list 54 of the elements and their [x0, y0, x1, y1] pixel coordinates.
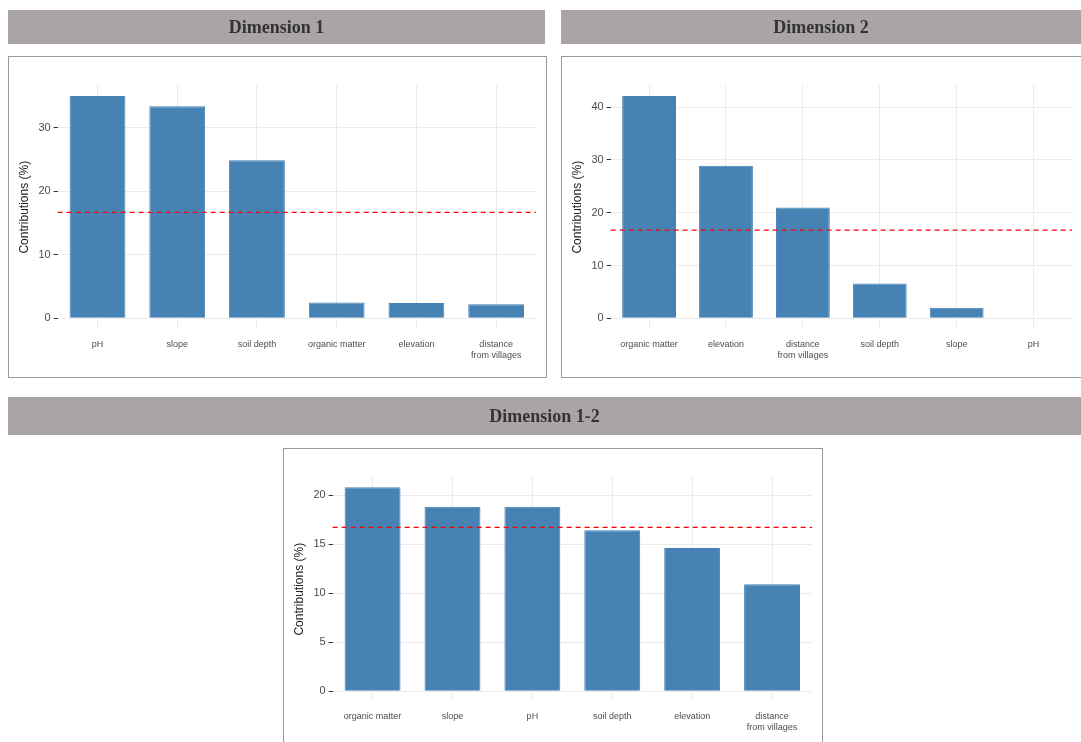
x-tick-label: elevation	[707, 339, 744, 350]
y-tick-label: 5	[319, 635, 326, 648]
y-tick-label: 30	[591, 152, 604, 165]
x-tick-label: slope	[945, 339, 968, 350]
x-tick-label: pH	[526, 711, 539, 722]
bar	[584, 530, 641, 691]
x-tick-label: slope	[441, 711, 464, 722]
y-axis-title: Contributions (%)	[291, 542, 306, 636]
x-tick-label: soil depth	[593, 711, 632, 722]
y-axis-title: Contributions (%)	[16, 160, 31, 254]
bar	[468, 304, 525, 318]
x-tick-label: slope	[166, 339, 188, 350]
y-tick-label: 20	[38, 184, 51, 197]
bar	[69, 96, 126, 318]
y-tick-label: 20	[313, 488, 326, 501]
y-tick-label: 0	[319, 684, 326, 697]
y-tick-label: 30	[38, 120, 51, 133]
bar	[775, 207, 830, 318]
bar	[852, 283, 907, 318]
y-tick-label: 0	[44, 311, 51, 324]
y-tick-label: 0	[597, 311, 604, 324]
x-tick-label: distance from villages	[470, 339, 522, 361]
bar	[229, 160, 285, 318]
chart-title: Dimension 2	[561, 10, 1081, 44]
y-tick-label: 10	[38, 247, 51, 260]
bar	[344, 487, 401, 691]
bar	[622, 96, 676, 318]
x-tick-label: soil depth	[237, 339, 277, 350]
x-tick-label: distance from villages	[746, 711, 798, 733]
x-tick-label: pH	[91, 339, 104, 350]
y-tick-label: 40	[591, 100, 604, 113]
bar	[424, 506, 481, 691]
x-tick-label: organic matter	[307, 339, 366, 350]
y-axis-title: Contributions (%)	[569, 160, 584, 254]
bar	[388, 303, 445, 318]
y-tick-label: 20	[591, 205, 604, 218]
bar	[699, 165, 753, 318]
bar	[744, 584, 801, 691]
y-tick-label: 10	[591, 258, 604, 271]
chart-title: Dimension 1	[8, 10, 545, 44]
x-tick-label: elevation	[674, 711, 711, 722]
bar	[504, 506, 561, 691]
x-tick-label: soil depth	[860, 339, 900, 350]
bar	[308, 302, 365, 318]
bar	[149, 106, 206, 318]
x-tick-label: organic matter	[620, 339, 678, 350]
x-tick-label: pH	[1027, 339, 1040, 350]
x-tick-label: organic matter	[343, 711, 402, 722]
chart-title: Dimension 1-2	[8, 397, 1081, 435]
x-tick-label: distance from villages	[777, 339, 829, 361]
y-tick-label: 15	[313, 537, 326, 550]
x-tick-label: elevation	[398, 339, 435, 350]
y-tick-label: 10	[313, 586, 326, 599]
bar	[664, 548, 721, 691]
